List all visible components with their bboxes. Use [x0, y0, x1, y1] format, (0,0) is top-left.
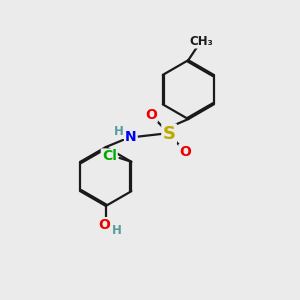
Text: O: O	[179, 145, 191, 159]
Text: H: H	[112, 224, 122, 238]
Text: H: H	[114, 125, 123, 138]
Text: CH₃: CH₃	[190, 34, 213, 48]
Text: O: O	[145, 108, 157, 122]
Text: Cl: Cl	[102, 149, 117, 164]
Text: N: N	[125, 130, 137, 144]
Text: S: S	[163, 125, 176, 143]
Text: O: O	[98, 218, 110, 232]
